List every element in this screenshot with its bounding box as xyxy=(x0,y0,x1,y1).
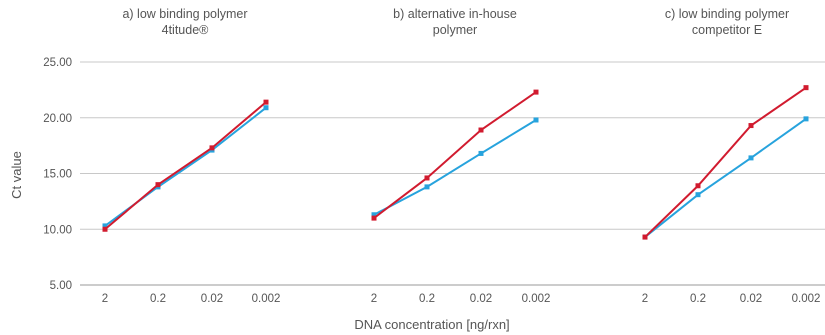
grid xyxy=(80,61,825,286)
data-point xyxy=(263,99,269,105)
y-tick-label: 5.00 xyxy=(50,280,72,292)
y-tick-label: 10.00 xyxy=(43,224,72,236)
x-tick-label: 0.02 xyxy=(470,293,492,305)
panel-1: a) low binding polymer 4titude® 2 0.2 0.02 0.… xyxy=(102,7,281,305)
x-tick-label: 2 xyxy=(371,293,377,305)
data-point xyxy=(478,127,484,133)
x-tick-label: 0.2 xyxy=(419,293,435,305)
x-tick-label: 2 xyxy=(642,293,648,305)
x-tick-label: 0.02 xyxy=(740,293,762,305)
data-point xyxy=(424,184,430,190)
data-point xyxy=(371,212,377,218)
panel-title: competitor E xyxy=(692,23,762,37)
series-line xyxy=(644,86,807,238)
panel-title: b) alternative in-house xyxy=(393,7,517,21)
series-line xyxy=(104,101,267,231)
data-point xyxy=(155,182,161,188)
panel-3: c) low binding polymer competitor E 2 0.2 0.… xyxy=(642,7,821,305)
series-line xyxy=(644,118,807,238)
y-tick-label: 25.00 xyxy=(43,57,72,69)
data-point xyxy=(695,183,701,189)
series-line xyxy=(373,91,537,219)
panel-2: b) alternative in-house polymer 2 0.2 0.02 0.… xyxy=(371,7,551,305)
x-tick-label: 0.002 xyxy=(522,293,551,305)
y-axis-label: Ct value xyxy=(9,151,24,199)
data-point xyxy=(533,117,539,123)
data-point xyxy=(263,105,269,111)
x-tick-label: 0.2 xyxy=(150,293,166,305)
data-point xyxy=(102,226,108,232)
data-point xyxy=(803,116,809,122)
data-point xyxy=(209,145,215,151)
panels: a) low binding polymer 4titude® 2 0.2 0.02 0.… xyxy=(102,7,821,305)
panel-title: a) low binding polymer xyxy=(122,7,247,21)
series-line xyxy=(373,119,537,216)
y-ticks: 5.00 10.00 15.00 20.00 25.00 xyxy=(43,57,72,292)
panel-title: c) low binding polymer xyxy=(665,7,789,21)
x-tick-label: 0.02 xyxy=(201,293,223,305)
data-point xyxy=(748,123,754,129)
panel-title: polymer xyxy=(433,23,477,37)
x-tick-label: 0.002 xyxy=(792,293,821,305)
data-point xyxy=(371,215,377,221)
x-tick-label: 0.002 xyxy=(252,293,281,305)
data-point xyxy=(478,150,484,156)
data-point xyxy=(533,89,539,95)
x-tick-label: 2 xyxy=(102,293,108,305)
y-tick-label: 15.00 xyxy=(43,169,72,181)
data-point xyxy=(695,192,701,198)
data-point xyxy=(642,234,648,240)
data-point xyxy=(102,223,108,229)
x-axis-label: DNA concentration [ng/rxn] xyxy=(354,317,509,332)
data-point xyxy=(424,175,430,181)
x-tick-label: 0.2 xyxy=(690,293,706,305)
data-point xyxy=(803,85,809,91)
y-tick-label: 20.00 xyxy=(43,113,72,125)
panel-title: 4titude® xyxy=(162,23,210,37)
data-point xyxy=(748,155,754,161)
